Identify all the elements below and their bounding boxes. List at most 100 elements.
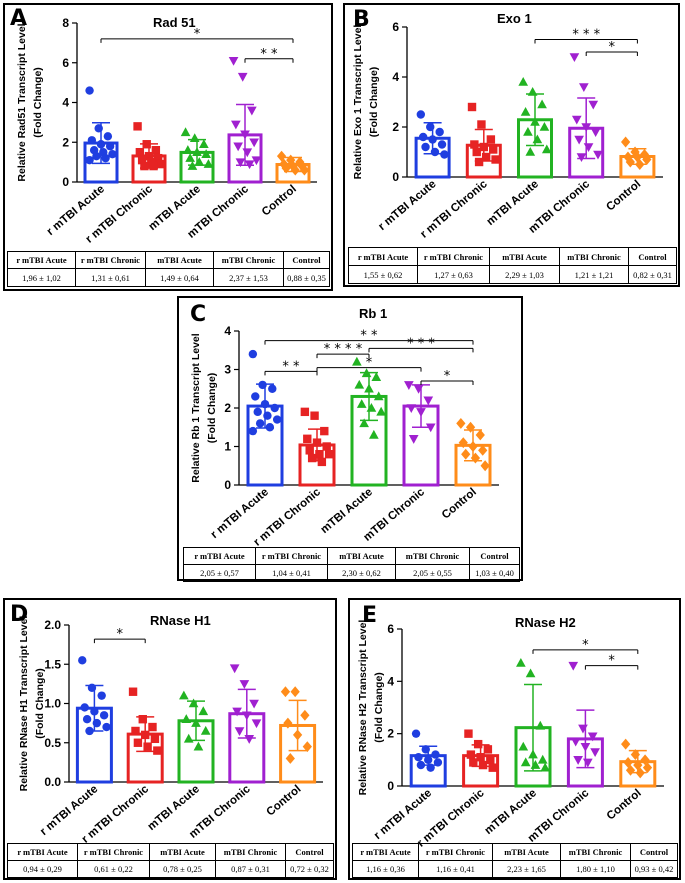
data-point [431, 750, 440, 759]
data-point [352, 356, 362, 366]
data-point [237, 72, 248, 82]
data-point [523, 126, 533, 136]
data-point [87, 683, 97, 692]
data-point [87, 136, 97, 145]
data-point [133, 738, 143, 747]
data-point [183, 733, 194, 743]
data-point [200, 725, 211, 735]
data-point [231, 120, 241, 130]
data-point [540, 762, 550, 772]
data-point [80, 703, 89, 712]
data-point [255, 419, 265, 428]
y-tick-label: 6 [387, 622, 394, 636]
data-point [413, 384, 424, 394]
data-point [425, 423, 436, 433]
data-point [82, 715, 92, 724]
x-tick-label: Control [604, 178, 643, 213]
table-header: Control [469, 547, 520, 565]
panel-rb1: C Rb 1 0 1 2 3 4 Relative Rb 1 Transcript Lev… [177, 296, 523, 582]
data-point [265, 423, 275, 432]
data-point [518, 76, 529, 86]
data-point [354, 379, 365, 389]
table-header: mTBI Acute [327, 547, 396, 565]
y-axis-label-unit: (Fold Change) [206, 373, 218, 444]
significance-label: * [366, 356, 373, 371]
data-point [191, 718, 201, 727]
y-tick-label: 2 [62, 135, 69, 149]
data-point [376, 406, 386, 416]
data-point [588, 100, 599, 110]
data-point [477, 120, 486, 129]
data-point [258, 380, 267, 390]
table-header: r mTBI Chronic [418, 843, 493, 861]
data-point [242, 148, 253, 158]
data-point [406, 404, 417, 414]
data-point [140, 161, 149, 171]
significance-label: * * * [407, 336, 435, 351]
table-cell: 1,04 ± 0,41 [255, 564, 328, 582]
data-point [359, 418, 369, 428]
table-cell: 1,80 ± 1,10 [560, 860, 631, 878]
data-point [625, 156, 635, 168]
data-point [440, 150, 449, 159]
y-tick-label: 2.0 [44, 618, 61, 632]
data-point [240, 130, 250, 140]
significance-label: * * [360, 329, 378, 344]
data-point [183, 145, 193, 154]
data-point [568, 661, 579, 671]
table-header: r mTBI Acute [183, 547, 256, 565]
data-point [180, 127, 191, 137]
data-point [270, 403, 279, 413]
data-point [137, 155, 147, 165]
data-point [620, 136, 631, 148]
data-point [251, 719, 262, 729]
table-cell: 0,87 ± 0,31 [215, 860, 286, 878]
data-point [466, 750, 476, 759]
data-point [416, 110, 426, 119]
data-point [578, 724, 588, 734]
data-point [571, 115, 582, 125]
data-point [92, 718, 102, 728]
data-point [633, 759, 643, 771]
data-point [103, 132, 113, 141]
table-header: r mTBI Acute [348, 247, 418, 266]
significance-label: * * [282, 359, 300, 374]
data-point [228, 56, 239, 66]
data-point [138, 715, 147, 724]
data-point [286, 154, 296, 166]
panel-letter: E [362, 603, 378, 628]
y-axis-label: Relative RNase H2 Transcript Level [357, 620, 369, 796]
x-tick-label: Control [260, 183, 299, 218]
y-tick-label: 0 [392, 170, 399, 184]
data-point [181, 714, 192, 723]
y-axis-label: Relative Rad51 Transcript Level [16, 23, 28, 181]
chart-rad51: 0 2 4 6 8 Relative Rad51 Transcript Level (Fol… [16, 16, 317, 246]
data-point [187, 161, 198, 170]
data-point [185, 153, 195, 162]
table-header: Control [630, 843, 678, 861]
data-point [635, 767, 645, 779]
data-point [198, 706, 209, 716]
table-header: r mTBI Chronic [417, 247, 490, 266]
x-tick-label: Control [440, 486, 479, 521]
data-point [569, 53, 580, 63]
data-point [486, 135, 496, 144]
y-axis-label: Relative Rb 1 Transcript Level [190, 333, 202, 482]
data-point [530, 116, 540, 126]
panel-letter: D [10, 602, 29, 627]
data-point [470, 452, 481, 464]
data-point [423, 396, 434, 406]
panel-rnaseh2: E RNase H2 0 2 4 6 Relative RNase H2 Transcr… [348, 598, 681, 880]
data-point [199, 139, 209, 149]
data-point [290, 164, 300, 176]
chart-rnaseh1: 0.0 0.5 1.0 1.5 2.0 Relative RNase H1 Transcr… [18, 616, 323, 846]
data-point [148, 722, 157, 732]
y-tick-label: 2 [392, 120, 399, 134]
data-point [244, 160, 255, 170]
data-point [131, 726, 140, 736]
table-header: mTBI Chronic [560, 843, 631, 861]
data-point [426, 763, 435, 772]
summary-table-rb1: r mTBI Acute r mTBI Chronic mTBI Acute m… [183, 547, 520, 582]
data-point [153, 153, 163, 163]
data-point [456, 417, 466, 429]
